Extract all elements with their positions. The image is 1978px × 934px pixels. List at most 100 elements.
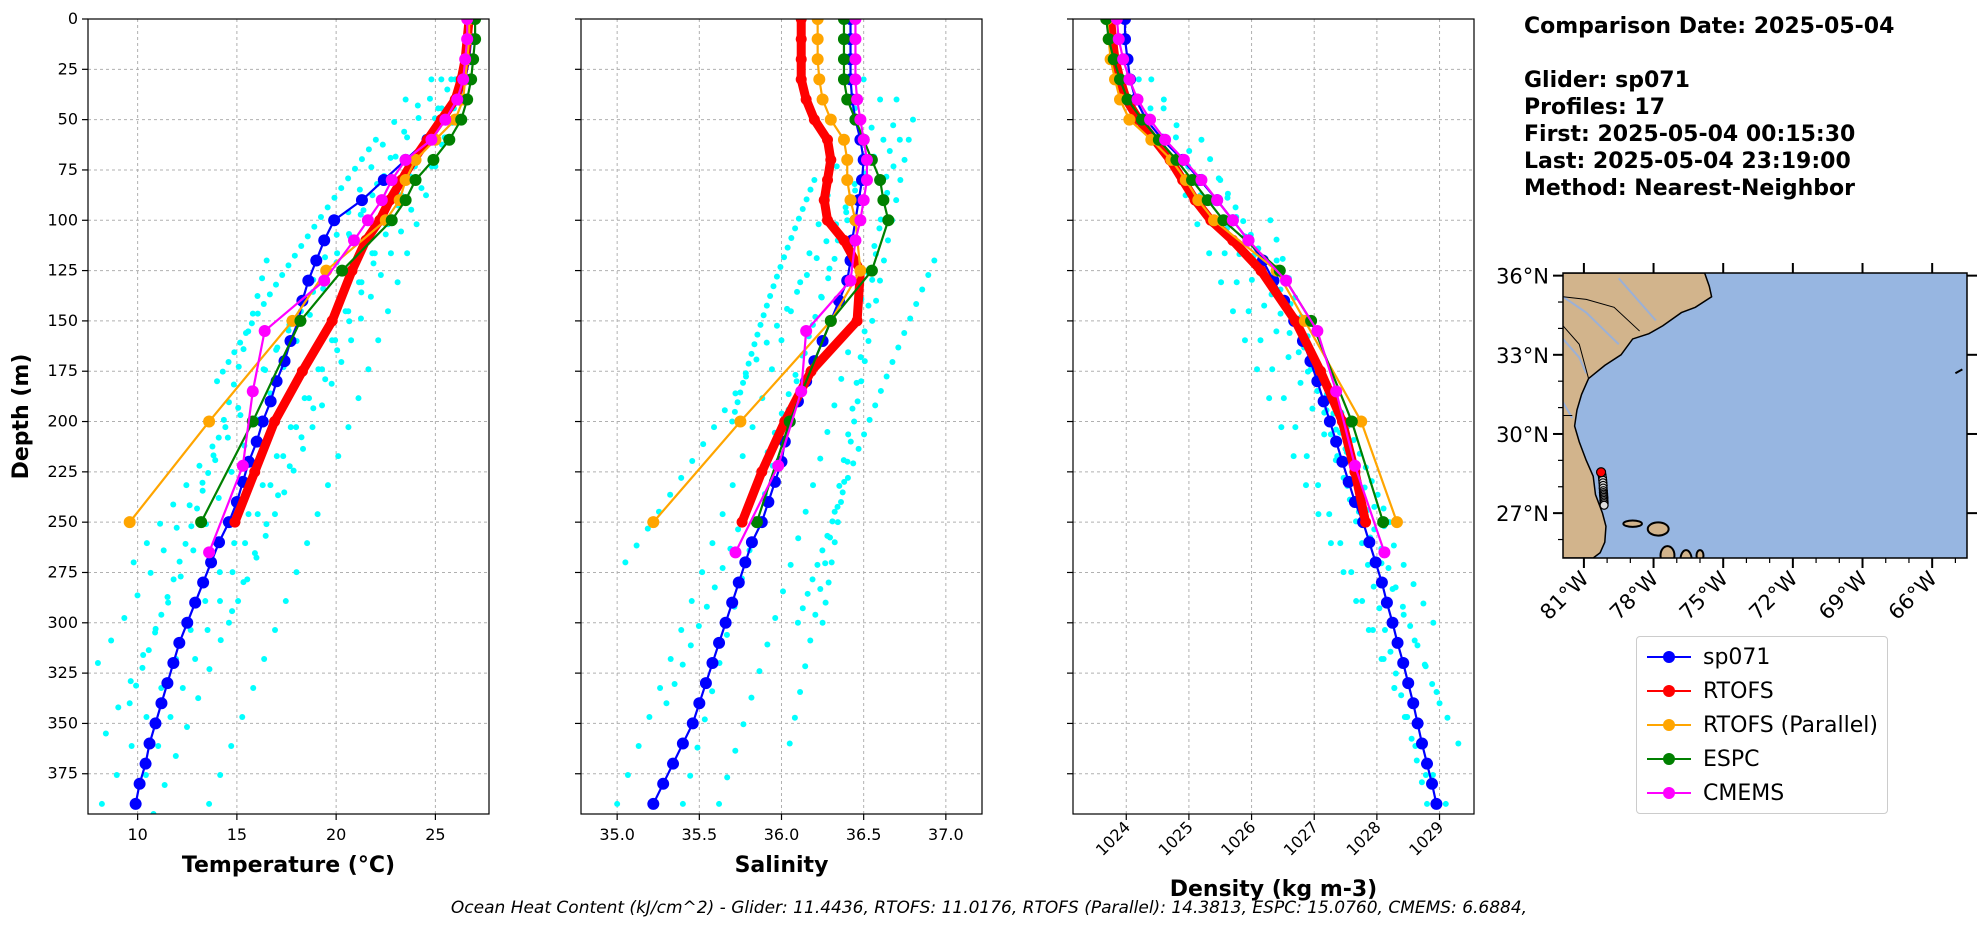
series-point-rtofs_parallel: [811, 53, 824, 66]
glider-profile-point: [192, 656, 199, 663]
series-point-sp071: [256, 415, 269, 428]
glider-profile-point: [857, 354, 864, 361]
series-point-sp071: [328, 214, 341, 227]
series-point-rtofs_parallel: [1123, 113, 1136, 126]
glider-profile-point: [807, 637, 814, 644]
glider-profile-point: [735, 526, 742, 533]
glider-profile-point: [370, 260, 377, 267]
island: [1679, 549, 1693, 558]
glider-profile-point: [387, 250, 394, 257]
series-point-sp071: [173, 636, 186, 649]
series-point-sp071: [1391, 636, 1404, 649]
profile-panel-2: 35.0 35.5 36.0 36.5 37.0 Salinity: [575, 18, 983, 878]
glider-profile-point: [1350, 437, 1357, 444]
legend-item-espc: ESPC: [1645, 745, 1760, 773]
glider-profile-point: [699, 569, 706, 576]
series-point-sp071: [139, 757, 152, 770]
legend-swatch-rtofs-parallel: [1645, 711, 1693, 739]
legend-item-rtofs: RTOFS: [1645, 677, 1774, 705]
series-point-cmems: [857, 133, 870, 146]
series-point-sp071: [1330, 435, 1343, 448]
glider-profile-point: [815, 221, 822, 228]
series-point-cmems: [1123, 73, 1136, 86]
glider-profile-point: [356, 186, 363, 193]
glider-profile-point: [795, 215, 802, 222]
y-tick-label: 325: [47, 663, 78, 682]
series-point-sp071: [1380, 596, 1393, 609]
glider-profile-point: [853, 379, 860, 386]
series-point-cmems: [236, 459, 249, 472]
glider-profile-point: [188, 523, 195, 530]
series-point-sp071: [1397, 657, 1410, 670]
x-tick-label: 10: [127, 825, 147, 844]
glider-profile-point: [614, 800, 621, 807]
glider-profile-point: [901, 329, 908, 336]
series-point-cmems: [849, 53, 862, 66]
glider-profile-point: [1442, 800, 1449, 807]
glider-profile-point: [128, 742, 135, 749]
glider-profile-point: [426, 95, 433, 102]
glider-profile-point: [679, 661, 686, 668]
glider-profile-point: [709, 688, 716, 695]
x-tick-label: 25: [425, 825, 445, 844]
series-line-sp071: [1123, 19, 1438, 806]
glider-profile-point: [372, 136, 379, 143]
glider-profile-point: [701, 716, 708, 723]
glider-profile-point: [851, 181, 858, 188]
glider-profile-point: [216, 598, 223, 605]
glider-profile-point: [121, 614, 128, 621]
glider-profile-point: [1241, 337, 1248, 344]
glider-profile-point: [785, 391, 792, 398]
glider-profile-point: [795, 535, 802, 542]
plot-area: [94, 19, 482, 814]
glider-profile-point: [237, 339, 244, 346]
glider-profile-point: [348, 337, 355, 344]
series-point-cmems: [772, 459, 785, 472]
series-line-sp071: [134, 19, 473, 806]
glider-profile-point: [834, 503, 841, 510]
glider-profile-point: [777, 263, 784, 270]
glider-profile-point: [290, 467, 297, 474]
glider-profile-point: [1302, 482, 1309, 489]
glider-profile-point: [271, 511, 278, 518]
glider-profile-point: [1400, 611, 1407, 618]
series-point-cmems: [1131, 93, 1144, 106]
glider-profile-point: [113, 771, 120, 778]
series-point-sp071: [310, 254, 323, 267]
glider-profile-point: [335, 453, 342, 460]
series-point-rtofs_parallel: [811, 33, 824, 46]
glider-profile-point: [1245, 308, 1252, 315]
glider-profile-point: [371, 250, 378, 257]
glider-profile-point: [360, 207, 367, 214]
glider-profile-point: [1391, 685, 1398, 692]
glider-profile-point: [791, 714, 798, 721]
glider-profile-point: [367, 293, 374, 300]
series-point-sp071: [647, 797, 660, 810]
series-point-rtofs: [326, 315, 338, 327]
glider-profile-point: [1418, 779, 1425, 786]
series-point-cmems: [860, 174, 873, 187]
glider-profile-point: [667, 491, 674, 498]
glider-profile-point: [147, 569, 154, 576]
profiles-count-text: Profiles: 17: [1524, 95, 1666, 120]
glider-profile-point: [206, 666, 213, 673]
glider-profile-point: [877, 96, 884, 103]
glider-profile-point: [667, 656, 674, 663]
island: [1659, 545, 1676, 558]
glider-profile-point: [819, 547, 826, 554]
glider-profile-point: [869, 317, 876, 324]
glider-profile-point: [764, 641, 771, 648]
glider-profile-point: [925, 272, 932, 279]
glider-profile-point: [248, 320, 255, 327]
glider-start-point: [1595, 467, 1607, 478]
glider-profile-point: [331, 194, 338, 201]
series-point-sp071: [1402, 677, 1415, 690]
glider-profile-point: [322, 376, 329, 383]
glider-profile-point: [1240, 218, 1247, 225]
glider-profile-point: [1390, 542, 1397, 549]
series-point-espc: [841, 93, 854, 106]
glider-profile-point: [799, 605, 806, 612]
first-time-text: First: 2025-05-04 00:15:30: [1524, 122, 1856, 147]
glider-profile-point: [1315, 482, 1322, 489]
